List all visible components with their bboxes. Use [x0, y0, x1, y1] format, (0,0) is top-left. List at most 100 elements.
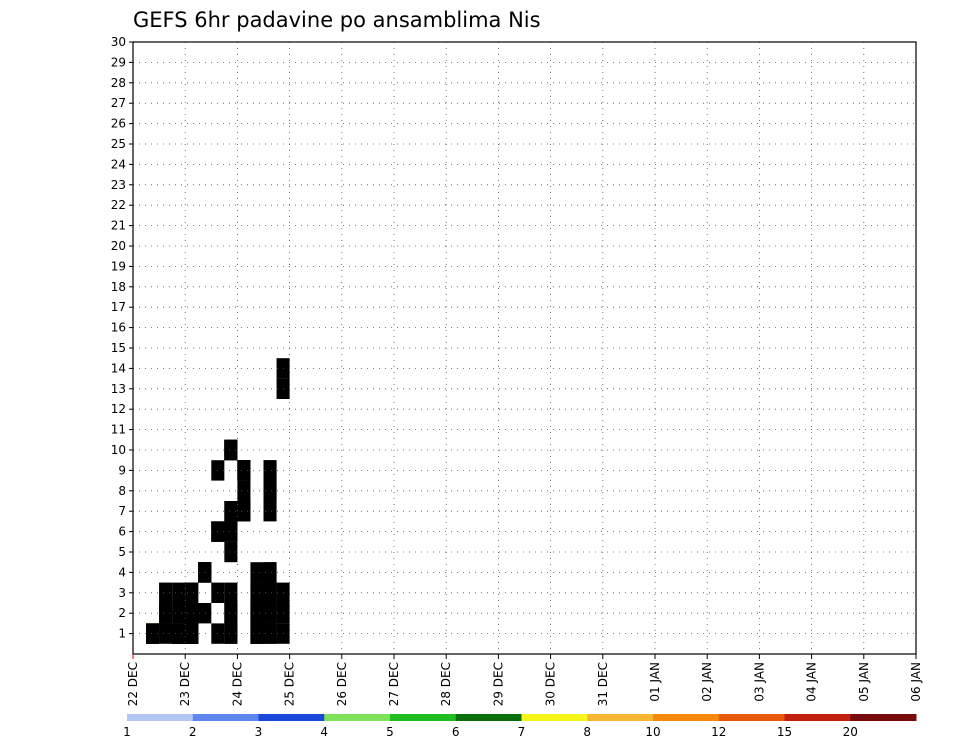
x-tick-label: 29 DEC [491, 662, 505, 706]
x-tick-label: 06 JAN [909, 662, 923, 702]
heatmap-cell [250, 582, 264, 603]
y-tick-label: 24 [111, 157, 126, 171]
heatmap-cell [172, 582, 186, 603]
heatmap-cell [250, 562, 264, 583]
colorbar-label: 6 [452, 725, 460, 739]
x-tick-label: 31 DEC [596, 662, 610, 706]
heatmap-cell [185, 582, 199, 603]
colorbar-label: 5 [386, 725, 394, 739]
x-tick-label: 28 DEC [439, 662, 453, 706]
y-tick-label: 12 [111, 402, 126, 416]
y-tick-label: 20 [111, 239, 126, 253]
colorbar-label: 7 [518, 725, 526, 739]
y-tick-label: 25 [111, 137, 126, 151]
x-tick-label: 23 DEC [178, 662, 192, 706]
y-tick-label: 10 [111, 443, 126, 457]
colorbar-swatch [784, 714, 851, 721]
x-tick-label: 27 DEC [387, 662, 401, 706]
heatmap-cells [146, 358, 290, 644]
y-tick-label: 27 [111, 96, 126, 110]
colorbar-label: 8 [583, 725, 591, 739]
heatmap-cell [224, 603, 238, 624]
colorbar-swatch [192, 714, 259, 721]
y-tick-label: 29 [111, 55, 126, 69]
y-tick-label: 4 [118, 565, 126, 579]
x-tick-label: 25 DEC [283, 662, 297, 706]
colorbar-swatch [455, 714, 522, 721]
heatmap-cell [237, 460, 251, 481]
heatmap-cell [172, 603, 186, 624]
y-tick-label: 19 [111, 259, 126, 273]
heatmap-cell [224, 623, 238, 644]
colorbar-swatch [850, 714, 917, 721]
heatmap-cell [224, 521, 238, 542]
y-tick-label: 15 [111, 341, 126, 355]
colorbar-swatch [127, 714, 194, 721]
heatmap-cell [237, 480, 251, 501]
colorbar-swatch [390, 714, 457, 721]
heatmap-cell [263, 623, 277, 644]
colorbar-label: 2 [189, 725, 197, 739]
heatmap-cell [250, 623, 264, 644]
y-tick-label: 5 [118, 545, 126, 559]
colorbar-label: 4 [320, 725, 328, 739]
y-tick-label: 8 [118, 484, 126, 498]
colorbar-swatch [258, 714, 325, 721]
y-tick-label: 16 [111, 321, 126, 335]
heatmap-cell [263, 480, 277, 501]
x-tick-label: 26 DEC [335, 662, 349, 706]
grid-lines [133, 41, 916, 654]
y-tick-label: 9 [118, 463, 126, 477]
colorbar-label: 3 [255, 725, 263, 739]
y-tick-label: 11 [111, 423, 126, 437]
colorbar-label: 15 [777, 725, 792, 739]
heatmap-cell [146, 623, 160, 644]
heatmap-cell [263, 460, 277, 481]
y-tick-label: 26 [111, 117, 126, 131]
heatmap-cell [159, 623, 173, 644]
x-tick-label: 01 JAN [648, 662, 662, 702]
y-tick-label: 2 [118, 606, 126, 620]
colorbar-swatch [718, 714, 785, 721]
y-tick-label: 1 [118, 627, 126, 641]
colorbar-label: 10 [645, 725, 660, 739]
y-tick-label: 13 [111, 382, 126, 396]
heatmap-cell [172, 623, 186, 644]
y-tick-label: 17 [111, 300, 126, 314]
heatmap-cell [263, 501, 277, 522]
colorbar-swatch [521, 714, 588, 721]
y-tick-label: 21 [111, 219, 126, 233]
y-tick-label: 30 [111, 35, 126, 49]
y-tick-label: 3 [118, 586, 126, 600]
colorbar-label: 20 [843, 725, 858, 739]
heatmap-cell [185, 623, 199, 644]
x-tick-label: 30 DEC [544, 662, 558, 706]
heatmap-cell [198, 603, 212, 624]
heatmap-cell [224, 582, 238, 603]
y-tick-label: 23 [111, 178, 126, 192]
x-tick-label: 22 DEC [126, 662, 140, 706]
x-tick-label: 02 JAN [700, 662, 714, 702]
y-axis-ticks: 1234567891011121314151617181920212223242… [111, 35, 133, 641]
colorbar-label: 12 [711, 725, 726, 739]
heatmap-cell [224, 439, 238, 461]
colorbar: 1 2 3 4 5 6 7 8 10 12 15 20 [123, 714, 917, 739]
x-axis-ticks: 22 DEC 23 DEC 24 DEC 25 DEC 26 DEC 27 DEC 28 D… [126, 654, 923, 706]
y-tick-label: 18 [111, 280, 126, 294]
x-tick-label: 05 JAN [857, 662, 871, 702]
chart-title: GEFS 6hr padavine po ansamblima Nis [133, 8, 541, 32]
y-tick-label: 28 [111, 76, 126, 90]
heatmap-cell [263, 603, 277, 624]
heatmap-cell [224, 501, 238, 522]
heatmap-cell [159, 603, 173, 624]
x-tick-label: 04 JAN [805, 662, 819, 702]
heatmap-cell [159, 582, 173, 603]
colorbar-swatch [324, 714, 391, 721]
heatmap-cell [198, 562, 212, 583]
y-tick-label: 22 [111, 198, 126, 212]
x-tick-label: 03 JAN [752, 662, 766, 702]
heatmap-cell [250, 603, 264, 624]
heatmap-cell [263, 582, 277, 603]
y-tick-label: 14 [111, 361, 126, 375]
